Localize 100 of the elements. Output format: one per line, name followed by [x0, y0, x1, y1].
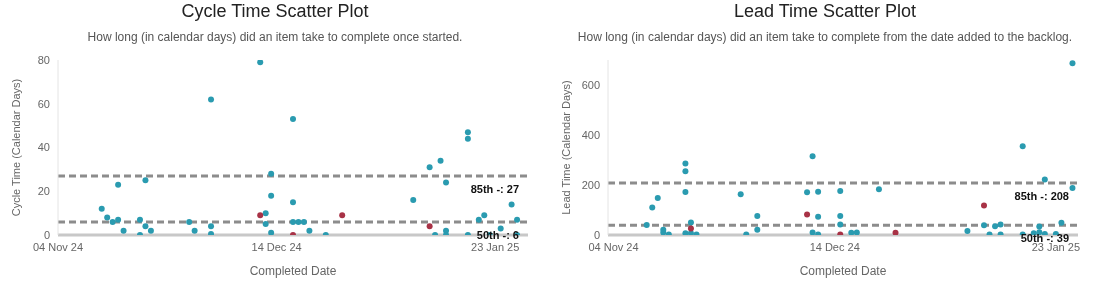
point: [290, 218, 296, 225]
point: [464, 135, 471, 142]
chart-title: Cycle Time Scatter Plot: [180, 0, 370, 22]
point: [410, 197, 417, 203]
point: [964, 228, 971, 234]
point: [437, 157, 444, 164]
point: [687, 219, 694, 226]
y-axis-title: Lead Time (Calendar Days): [559, 80, 572, 215]
point: [136, 216, 143, 223]
point: [853, 229, 860, 235]
point: [815, 213, 822, 220]
point: [892, 229, 899, 235]
point: [1058, 219, 1065, 226]
point: [804, 211, 811, 218]
point: [687, 225, 694, 232]
y-tick-label: 600: [581, 78, 600, 91]
point: [687, 230, 694, 235]
point: [1041, 176, 1048, 183]
y-tick-label: 20: [37, 185, 50, 198]
point: [208, 223, 215, 230]
point: [649, 204, 656, 211]
point: [875, 186, 882, 193]
point: [426, 223, 433, 230]
point: [809, 153, 816, 160]
chart-title: Lead Time Scatter Plot: [732, 0, 918, 22]
ref-line-label: 85th -: 27: [470, 182, 519, 195]
x-tick-label: 14 Dec 24: [251, 240, 302, 253]
point: [98, 205, 105, 212]
x-axis-title: Completed Date: [249, 264, 337, 278]
x-axis-title: Completed Date: [799, 264, 887, 278]
point: [426, 164, 433, 171]
point: [837, 213, 844, 219]
point: [191, 227, 198, 234]
point: [268, 229, 275, 235]
point: [464, 129, 471, 136]
point: [295, 218, 302, 225]
point: [115, 216, 122, 223]
point: [1069, 185, 1076, 191]
point: [147, 227, 154, 234]
point: [109, 218, 116, 225]
point: [186, 218, 193, 225]
ref-line-label: 50th -: 39: [1020, 232, 1069, 245]
y-axis-title: Cycle Time (Calendar Days): [9, 78, 22, 217]
point: [837, 221, 844, 228]
point: [997, 221, 1004, 228]
x-tick-label: 04 Nov 24: [32, 240, 84, 253]
point: [475, 216, 482, 223]
point: [754, 226, 761, 233]
point: [208, 230, 215, 235]
point: [804, 189, 811, 196]
point: [643, 222, 650, 228]
y-tick-label: 200: [581, 178, 600, 191]
point: [268, 170, 275, 177]
y-tick-label: 40: [37, 141, 50, 154]
point: [262, 210, 269, 217]
point: [208, 96, 215, 103]
point: [1069, 60, 1076, 67]
chart-subtitle: How long (in calendar days) did an item take to complete from the date added to the backlog.: [576, 29, 1074, 46]
point: [268, 192, 275, 199]
point: [339, 212, 346, 219]
point: [682, 230, 689, 235]
y-tick-label: 0: [593, 228, 600, 241]
point: [809, 229, 816, 235]
chart-subtitle: How long (in calendar days) did an item take to complete once started.: [86, 29, 464, 46]
point: [104, 214, 111, 221]
point: [981, 202, 987, 209]
point: [290, 116, 296, 123]
point: [257, 212, 264, 219]
point: [837, 188, 844, 194]
point: [848, 229, 855, 235]
point: [682, 189, 689, 195]
point: [115, 181, 122, 188]
point: [682, 168, 689, 175]
x-tick-label: 14 Dec 24: [809, 240, 860, 253]
y-tick-label: 60: [37, 97, 50, 110]
point: [497, 225, 504, 232]
y-tick-label: 400: [581, 128, 600, 141]
point: [481, 212, 488, 219]
point: [682, 160, 689, 167]
point: [737, 191, 744, 198]
point: [514, 216, 521, 223]
point: [654, 195, 661, 201]
point: [142, 177, 149, 184]
y-tick-label: 0: [43, 228, 50, 241]
point: [257, 60, 264, 66]
x-tick-label: 23 Jan 25: [471, 240, 520, 253]
point: [306, 227, 313, 234]
point: [992, 223, 999, 230]
point: [300, 218, 307, 225]
point: [120, 227, 127, 234]
point: [1036, 223, 1043, 230]
ref-line-label: 85th -: 208: [1014, 189, 1069, 202]
y-tick-label: 80: [37, 53, 50, 66]
point: [815, 188, 822, 195]
point: [508, 201, 515, 208]
point: [142, 223, 149, 230]
point: [262, 221, 269, 228]
point: [754, 213, 761, 219]
point: [443, 179, 450, 186]
x-tick-label: 04 Nov 24: [588, 240, 639, 253]
